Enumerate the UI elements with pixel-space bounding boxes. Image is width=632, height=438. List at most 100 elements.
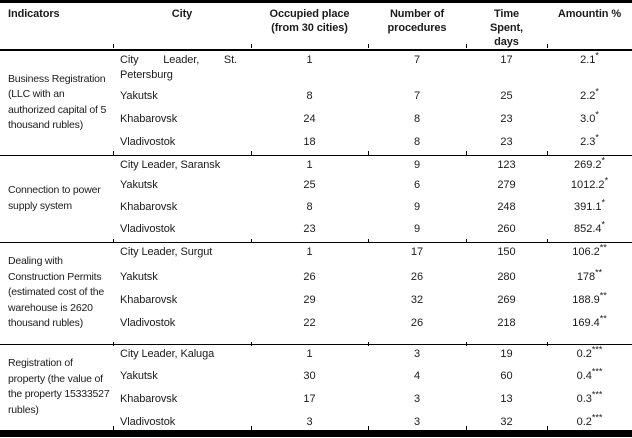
- table-row: Connection to power supply system City L…: [0, 154, 632, 242]
- significance-marks: *: [595, 109, 599, 120]
- table-row: Dealing with Construction Permits (estim…: [0, 241, 632, 344]
- tick-mark: [251, 151, 252, 155]
- time-cell: 280: [497, 271, 516, 283]
- col-header-procedures: Number of procedures: [387, 8, 447, 34]
- tick-mark: [368, 151, 369, 155]
- procedures-cell: 7: [413, 90, 421, 102]
- tick-mark: [251, 426, 252, 430]
- amount-cell: 188.9**: [572, 290, 607, 306]
- table-row: Business Registration (LLC with an autho…: [0, 50, 632, 131]
- significance-marks: ***: [591, 366, 603, 377]
- tick-mark: [466, 151, 467, 155]
- city-cell: City Leader, St. Petersburg: [120, 54, 237, 81]
- header-row: Indicators City Occupied place (from 30 c…: [0, 2, 632, 51]
- table-row: Yakutsk 30 4 60 0.4***: [0, 367, 632, 390]
- time-cell: 23: [500, 136, 513, 148]
- significance-marks: *: [601, 197, 606, 208]
- table-row: Khabarovsk 24 8 23 3.0*: [0, 110, 632, 133]
- significance-marks: *: [604, 175, 609, 186]
- tick-mark: [547, 342, 548, 346]
- time-cell: 260: [497, 223, 516, 235]
- significance-marks: **: [599, 313, 607, 324]
- procedures-cell: 7: [413, 54, 421, 66]
- table-row: Vladivostok 18 8 23 2.3*: [0, 133, 632, 155]
- significance-marks: *: [601, 154, 606, 165]
- time-cell: 19: [466, 343, 547, 367]
- indicator-cell: Dealing with Construction Permits (estim…: [0, 241, 113, 344]
- significance-marks: **: [595, 267, 603, 278]
- section-property-registration: Registration of property (the value of t…: [0, 343, 632, 434]
- table-row: Khabarovsk 8 9 248 391.1*: [0, 198, 632, 220]
- significance-marks: ***: [591, 389, 603, 400]
- procedures-cell: 9: [413, 223, 421, 235]
- amount-cell: 852.4*: [573, 219, 606, 235]
- time-cell: 248: [497, 201, 516, 213]
- tick-mark: [547, 239, 548, 243]
- place-cell: 25: [303, 179, 316, 191]
- tick-mark: [113, 239, 114, 243]
- time-cell: 32: [500, 416, 513, 428]
- table-row: Vladivostok 22 26 218 169.4**: [0, 314, 632, 344]
- city-cell: Yakutsk: [120, 90, 158, 102]
- tick-mark: [113, 342, 114, 346]
- city-cell: City Leader, Saransk: [113, 154, 251, 176]
- city-cell: Vladivostok: [120, 136, 176, 148]
- procedures-cell: 4: [413, 370, 421, 382]
- tick-mark: [251, 342, 252, 346]
- col-header-indicators: Indicators: [8, 8, 60, 20]
- city-cell: Vladivostok: [120, 416, 176, 428]
- amount-cell: 0.2***: [576, 412, 603, 428]
- time-cell: 25: [500, 90, 513, 102]
- significance-marks: *: [595, 132, 599, 143]
- procedures-cell: 17: [368, 241, 466, 268]
- tick-mark: [251, 239, 252, 243]
- tick-mark: [466, 44, 467, 48]
- procedures-cell: 9: [413, 201, 421, 213]
- section-business-registration: Business Registration (LLC with an autho…: [0, 50, 632, 155]
- procedures-cell: 8: [413, 136, 421, 148]
- table-row: Khabarovsk 29 32 269 188.9**: [0, 291, 632, 314]
- indicator-cell: Business Registration (LLC with an autho…: [8, 72, 107, 132]
- city-cell: Khabarovsk: [120, 201, 178, 213]
- table-row: Yakutsk 26 26 280 178**: [0, 268, 632, 291]
- tick-mark: [113, 426, 114, 430]
- table-row: Vladivostok 23 9 260 852.4*: [0, 220, 632, 242]
- procedures-cell: 3: [413, 393, 421, 405]
- significance-marks: *: [601, 219, 606, 230]
- significance-marks: ***: [591, 343, 603, 354]
- tick-mark: [251, 44, 252, 48]
- place-cell: 29: [303, 294, 316, 306]
- table-row: Khabarovsk 17 3 13 0.3***: [0, 390, 632, 413]
- col-header-city: City: [171, 8, 193, 20]
- amount-cell: 2.3*: [580, 132, 599, 148]
- city-cell: Yakutsk: [120, 179, 158, 191]
- amount-cell: 0.2***: [547, 343, 632, 367]
- time-cell: 269: [497, 294, 516, 306]
- table-row: Yakutsk 8 7 25 2.2*: [0, 87, 632, 110]
- section-power-connection: Connection to power supply system City L…: [0, 154, 632, 242]
- significance-marks: ***: [591, 412, 603, 423]
- time-cell: 150: [466, 241, 547, 268]
- city-cell: Khabarovsk: [120, 113, 178, 125]
- city-cell: City Leader, Surgut: [113, 241, 251, 268]
- place-cell: 26: [303, 271, 316, 283]
- amount-cell: 0.3***: [576, 389, 603, 405]
- place-cell: 8: [306, 201, 313, 213]
- table-row: Registration of property (the value of t…: [0, 343, 632, 434]
- amount-cell: 106.2**: [547, 241, 632, 268]
- procedures-cell: 8: [413, 113, 421, 125]
- place-cell: 23: [303, 223, 316, 235]
- city-cell: Vladivostok: [120, 223, 176, 235]
- tick-mark: [547, 44, 548, 48]
- city-cell: City Leader, Kaluga: [113, 343, 251, 367]
- tick-mark: [547, 426, 548, 430]
- place-cell: 17: [303, 393, 316, 405]
- city-cell: Yakutsk: [120, 271, 158, 283]
- place-cell: 18: [303, 136, 316, 148]
- amount-cell: 178**: [576, 267, 603, 283]
- time-cell: 218: [497, 317, 516, 329]
- procedures-cell: 6: [413, 179, 421, 191]
- significance-marks: *: [595, 86, 599, 97]
